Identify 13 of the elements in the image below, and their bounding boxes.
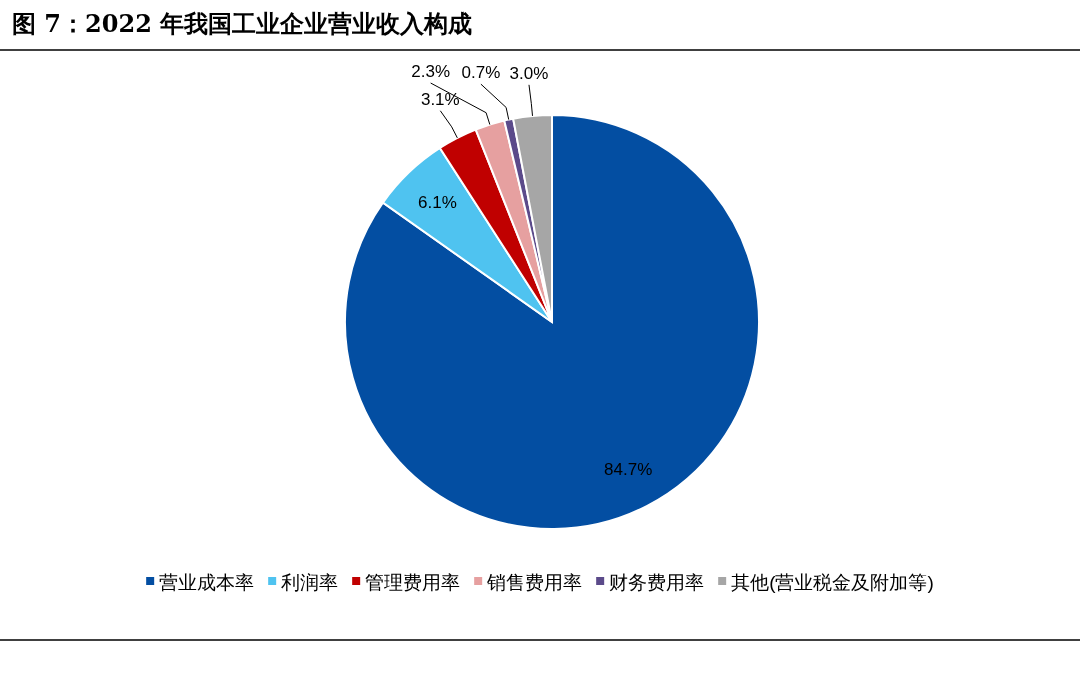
data-label: 0.7%	[461, 63, 501, 83]
legend-label: 其他(营业税金及附加等)	[731, 572, 934, 593]
legend-label: 销售费用率	[486, 572, 583, 593]
legend-label: 财务费用率	[609, 572, 705, 593]
data-label: 6.1%	[418, 193, 457, 213]
legend-label: 营业成本率	[159, 572, 255, 593]
legend-label: 管理费用率	[365, 572, 461, 593]
data-label: 84.7%	[604, 460, 653, 480]
data-label: 2.3%	[411, 62, 451, 82]
legend-label: 利润率	[281, 572, 339, 593]
data-label: 3.1%	[420, 89, 460, 109]
title: 图 7：2022 年我国工业企业营业收入构成	[12, 9, 473, 38]
data-label: 3.0%	[509, 63, 549, 83]
